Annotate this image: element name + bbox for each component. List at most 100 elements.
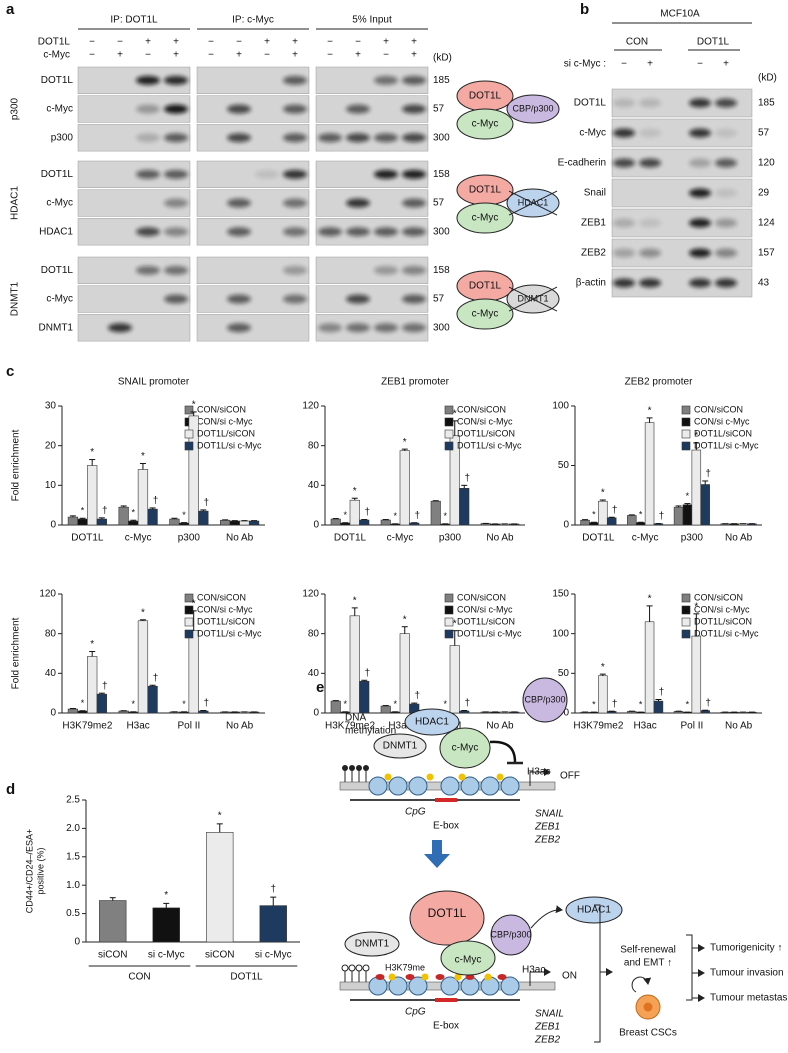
significance-mark: † <box>204 698 210 709</box>
band <box>402 169 426 179</box>
sign: − <box>327 50 333 61</box>
error-bar <box>451 420 458 436</box>
inhibition <box>489 740 517 763</box>
band <box>689 248 711 258</box>
y-tick-label: 2.0 <box>66 823 80 834</box>
band <box>318 133 342 143</box>
bar <box>77 710 88 714</box>
nucleosome <box>440 776 460 796</box>
bracket <box>686 934 693 1001</box>
diagram-label: ON <box>562 971 577 982</box>
x-tick-label: H3ac <box>388 721 411 732</box>
x-tick-label: No Ab <box>486 721 514 732</box>
chart-title: SNAIL promoter <box>118 377 190 388</box>
band <box>227 104 251 114</box>
legend-swatch <box>444 405 454 415</box>
blot-row-label: HDAC1 <box>39 226 73 237</box>
outcome-label: Self-renewal <box>620 945 676 956</box>
significance-mark: † <box>270 884 276 895</box>
sign: + <box>264 37 270 48</box>
y-axis-label: CD44+/CD24–/ESA+ <box>24 829 34 914</box>
legend-swatch <box>184 441 194 451</box>
gene-label: ZEB1 <box>534 1022 560 1033</box>
band <box>402 104 426 114</box>
sign: + <box>411 50 417 61</box>
x-tick-label: H3ac <box>126 721 149 732</box>
kd-label: 57 <box>758 128 770 139</box>
diagram-label: c-Myc <box>452 743 479 754</box>
band <box>715 188 737 198</box>
bar <box>229 520 240 526</box>
bar <box>682 504 693 526</box>
diagram-label: CBP/p300 <box>490 929 531 939</box>
blot-row-label: DOT1L <box>41 169 74 180</box>
group-label: p300 <box>10 97 21 120</box>
acetyl <box>388 973 396 981</box>
x-tick-label: si c-Myc <box>148 950 185 961</box>
nucleosome <box>440 976 460 996</box>
bar <box>96 518 107 526</box>
legend-swatch <box>681 617 691 627</box>
band <box>715 218 737 228</box>
blot-row-label: Snail <box>584 188 606 199</box>
band <box>164 133 188 143</box>
protein-label: CBP/p300 <box>512 103 553 113</box>
significance-mark: † <box>612 699 618 710</box>
error-bar <box>461 484 468 489</box>
bar <box>137 620 149 714</box>
y-tick-label: 100 <box>552 628 569 639</box>
bar <box>330 700 341 714</box>
band <box>402 75 426 85</box>
band <box>402 133 426 143</box>
diagram-label: H3ac <box>522 965 545 976</box>
band <box>227 198 251 208</box>
csc-nucleus <box>643 1002 653 1012</box>
significance-mark: † <box>364 507 370 518</box>
band <box>715 98 737 108</box>
band <box>639 158 661 168</box>
error-bar <box>190 411 197 416</box>
sign: − <box>208 37 214 48</box>
dnmt1-shape <box>373 733 427 759</box>
outcome-label: Tumorigenicity ↑ <box>710 943 782 954</box>
legend-label: CON/siCON <box>694 404 743 414</box>
sign: − <box>355 37 361 48</box>
y-tick-label: 1.0 <box>66 880 80 891</box>
band <box>639 128 661 138</box>
error-bar <box>401 448 408 451</box>
bar <box>198 510 209 526</box>
error-bar <box>599 499 606 502</box>
nucleosome <box>368 976 388 996</box>
band <box>164 169 188 179</box>
bar <box>147 508 158 526</box>
error-bar <box>109 897 116 901</box>
legend-label: CON/siCON <box>197 404 246 414</box>
sign: − <box>208 50 214 61</box>
significance-mark: * <box>141 451 145 462</box>
ip-header: IP: c-Myc <box>232 15 274 26</box>
band <box>715 158 737 168</box>
significance-mark: * <box>403 614 407 625</box>
error-bar <box>270 896 277 906</box>
band <box>164 294 188 304</box>
bar <box>359 680 370 714</box>
y-tick-label: 100 <box>552 401 569 412</box>
kd-label: 157 <box>758 248 775 259</box>
outcome-label: Tumour invasion ↑ <box>710 968 788 979</box>
band <box>227 294 251 304</box>
band <box>402 294 426 304</box>
sign: + <box>117 50 123 61</box>
y-tick-label: 80 <box>308 628 320 639</box>
significance-mark: † <box>204 498 210 509</box>
protein-label: DOT1L <box>469 281 502 292</box>
legend-label: DOT1L/si c-Myc <box>694 440 759 450</box>
bar <box>644 621 655 714</box>
blot-row-label: β-actin <box>576 278 606 289</box>
band <box>689 128 711 138</box>
bar <box>598 500 608 526</box>
methyl <box>356 765 362 771</box>
legend-swatch <box>681 417 691 427</box>
gene-label: SNAIL <box>535 1009 564 1020</box>
bar <box>87 656 98 714</box>
band <box>164 227 188 237</box>
